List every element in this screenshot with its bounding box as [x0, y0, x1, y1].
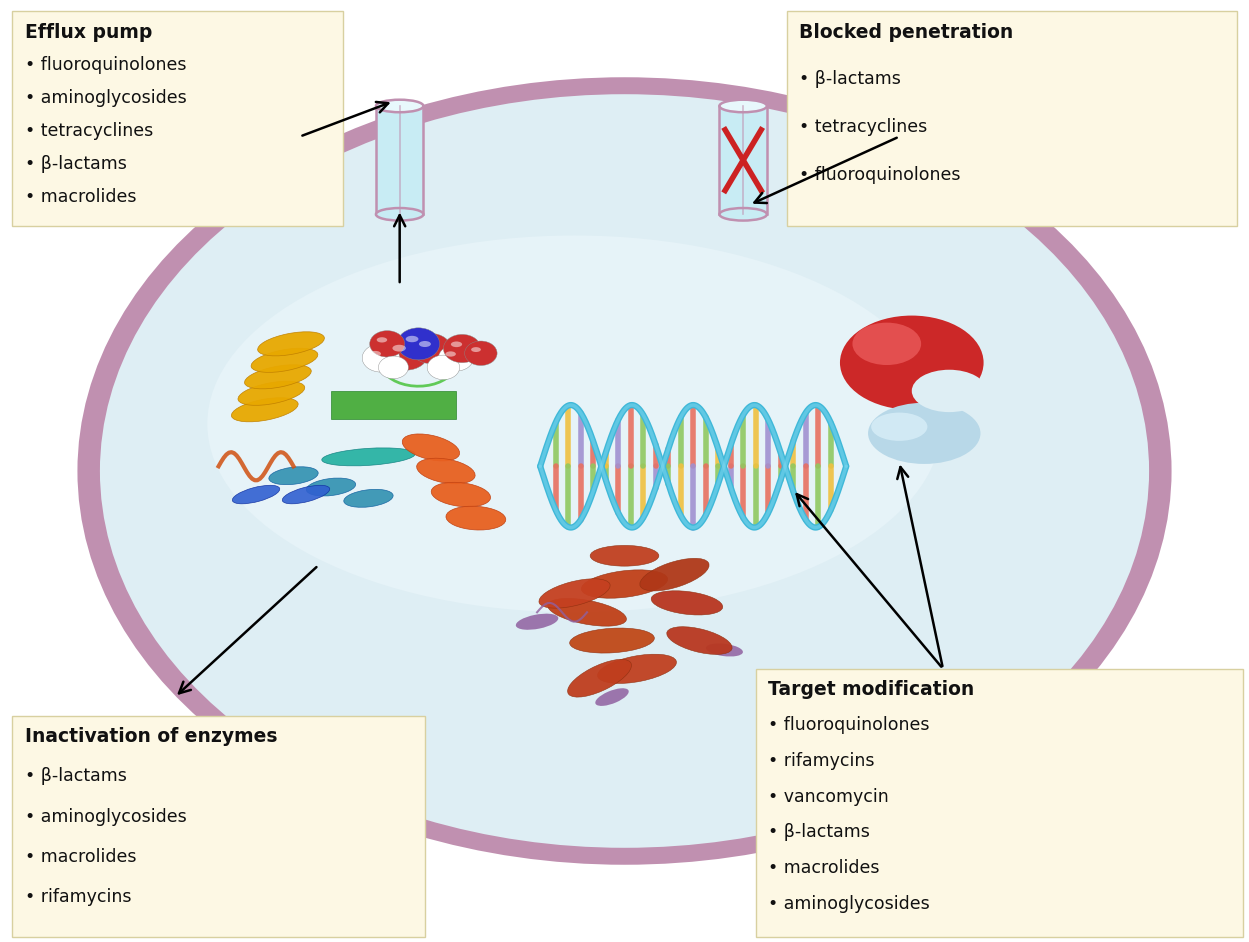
- Ellipse shape: [570, 628, 654, 653]
- Ellipse shape: [376, 100, 423, 112]
- Text: Inactivation of enzymes: Inactivation of enzymes: [25, 727, 277, 746]
- Ellipse shape: [446, 506, 506, 530]
- Ellipse shape: [257, 332, 325, 356]
- Bar: [719, 106, 767, 215]
- Text: • rifamycins: • rifamycins: [25, 888, 131, 906]
- Ellipse shape: [719, 100, 767, 112]
- Text: • aminoglycosides: • aminoglycosides: [25, 89, 187, 106]
- Ellipse shape: [370, 331, 405, 357]
- Ellipse shape: [77, 77, 1172, 865]
- Ellipse shape: [852, 322, 921, 365]
- Text: • tetracyclines: • tetracyclines: [25, 122, 154, 139]
- Ellipse shape: [465, 341, 497, 365]
- Text: • β-lactams: • β-lactams: [799, 71, 902, 89]
- Text: • fluoroquinolones: • fluoroquinolones: [25, 56, 186, 73]
- Ellipse shape: [392, 345, 406, 351]
- Ellipse shape: [251, 349, 317, 372]
- Ellipse shape: [406, 336, 418, 342]
- Text: Efflux pump: Efflux pump: [25, 23, 152, 41]
- Text: • fluoroquinolones: • fluoroquinolones: [799, 166, 960, 184]
- FancyBboxPatch shape: [12, 11, 343, 226]
- Ellipse shape: [719, 208, 767, 220]
- Ellipse shape: [872, 413, 927, 441]
- Ellipse shape: [547, 598, 627, 626]
- Ellipse shape: [590, 545, 659, 566]
- Ellipse shape: [378, 356, 408, 379]
- Ellipse shape: [269, 466, 318, 485]
- Ellipse shape: [377, 337, 387, 343]
- Ellipse shape: [239, 382, 305, 405]
- Ellipse shape: [433, 361, 443, 366]
- Text: Target modification: Target modification: [768, 680, 974, 699]
- Ellipse shape: [639, 559, 709, 591]
- Ellipse shape: [411, 333, 451, 364]
- Ellipse shape: [597, 654, 677, 684]
- Ellipse shape: [417, 458, 475, 484]
- Ellipse shape: [443, 334, 481, 363]
- Ellipse shape: [431, 482, 491, 507]
- Ellipse shape: [667, 626, 732, 655]
- Ellipse shape: [516, 613, 558, 630]
- Text: • aminoglycosides: • aminoglycosides: [768, 895, 931, 913]
- Ellipse shape: [538, 578, 611, 609]
- FancyBboxPatch shape: [756, 669, 1243, 937]
- Text: • β-lactams: • β-lactams: [768, 823, 871, 841]
- Text: • vancomycin: • vancomycin: [768, 788, 889, 805]
- Ellipse shape: [343, 489, 393, 508]
- Ellipse shape: [322, 447, 415, 466]
- Ellipse shape: [232, 485, 280, 504]
- Ellipse shape: [581, 570, 668, 598]
- Polygon shape: [331, 391, 456, 419]
- Text: Blocked penetration: Blocked penetration: [799, 23, 1014, 41]
- Ellipse shape: [471, 347, 481, 352]
- Ellipse shape: [383, 336, 428, 370]
- Ellipse shape: [362, 344, 400, 372]
- Text: • rifamycins: • rifamycins: [768, 752, 874, 770]
- Ellipse shape: [446, 351, 456, 357]
- Text: • β-lactams: • β-lactams: [25, 154, 127, 172]
- Ellipse shape: [451, 342, 462, 348]
- Text: • macrolides: • macrolides: [768, 859, 879, 877]
- Ellipse shape: [100, 94, 1149, 848]
- Text: • macrolides: • macrolides: [25, 848, 136, 866]
- Ellipse shape: [839, 316, 984, 410]
- FancyBboxPatch shape: [787, 11, 1237, 226]
- Bar: [376, 106, 423, 215]
- Ellipse shape: [418, 341, 431, 347]
- Ellipse shape: [596, 689, 628, 706]
- Ellipse shape: [706, 643, 743, 657]
- Text: • fluoroquinolones: • fluoroquinolones: [768, 716, 929, 734]
- Text: • β-lactams: • β-lactams: [25, 768, 127, 786]
- Text: • macrolides: • macrolides: [25, 187, 136, 205]
- Ellipse shape: [385, 362, 393, 366]
- Ellipse shape: [438, 345, 473, 371]
- Text: • tetracyclines: • tetracyclines: [799, 118, 928, 136]
- Ellipse shape: [912, 370, 987, 413]
- Ellipse shape: [376, 208, 423, 220]
- Ellipse shape: [306, 478, 356, 496]
- Ellipse shape: [397, 328, 440, 360]
- Ellipse shape: [651, 591, 723, 615]
- Ellipse shape: [231, 398, 299, 422]
- Ellipse shape: [427, 355, 460, 380]
- Text: • aminoglycosides: • aminoglycosides: [25, 807, 187, 826]
- FancyBboxPatch shape: [12, 716, 425, 937]
- Ellipse shape: [282, 485, 330, 504]
- Ellipse shape: [868, 403, 980, 464]
- Ellipse shape: [245, 365, 311, 389]
- Ellipse shape: [207, 236, 942, 612]
- Ellipse shape: [402, 434, 460, 461]
- Ellipse shape: [370, 350, 381, 357]
- Ellipse shape: [567, 659, 632, 697]
